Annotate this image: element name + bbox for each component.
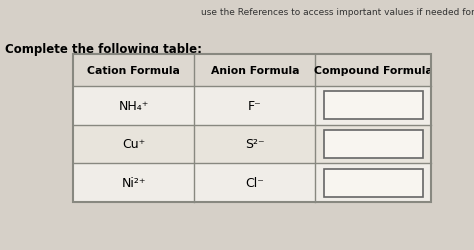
Bar [73,86,431,125]
Text: Compound Formula: Compound Formula [314,66,433,76]
Bar [324,169,423,197]
Text: Cu⁺: Cu⁺ [122,138,146,151]
Bar [73,55,431,203]
Bar [324,130,423,158]
Text: F⁻: F⁻ [248,99,262,112]
Bar [73,55,431,203]
Text: Ni²⁺: Ni²⁺ [122,177,146,190]
Text: use the References to access important values if needed for t: use the References to access important v… [201,8,474,16]
Bar [73,55,431,86]
Bar [73,125,431,164]
Bar [73,164,431,202]
Text: Cl⁻: Cl⁻ [246,177,264,190]
Text: Cation Formula: Cation Formula [88,66,180,76]
Text: S²⁻: S²⁻ [245,138,264,151]
Text: NH₄⁺: NH₄⁺ [118,99,149,112]
Bar [324,92,423,120]
Text: Complete the following table:: Complete the following table: [5,42,202,56]
Text: Anion Formula: Anion Formula [210,66,299,76]
